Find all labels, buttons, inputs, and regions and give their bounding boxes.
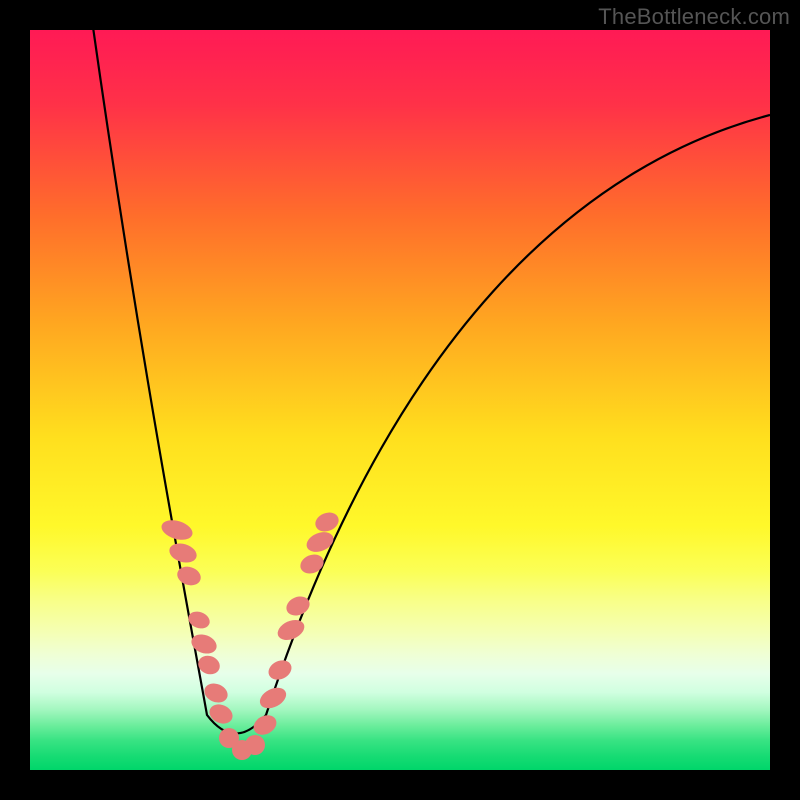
- chart-root: TheBottleneck.com: [0, 0, 800, 800]
- chart-svg: [30, 30, 770, 770]
- plot-area: [30, 30, 770, 770]
- curve-marker: [245, 735, 265, 755]
- watermark-text: TheBottleneck.com: [598, 4, 790, 30]
- chart-background: [30, 30, 770, 770]
